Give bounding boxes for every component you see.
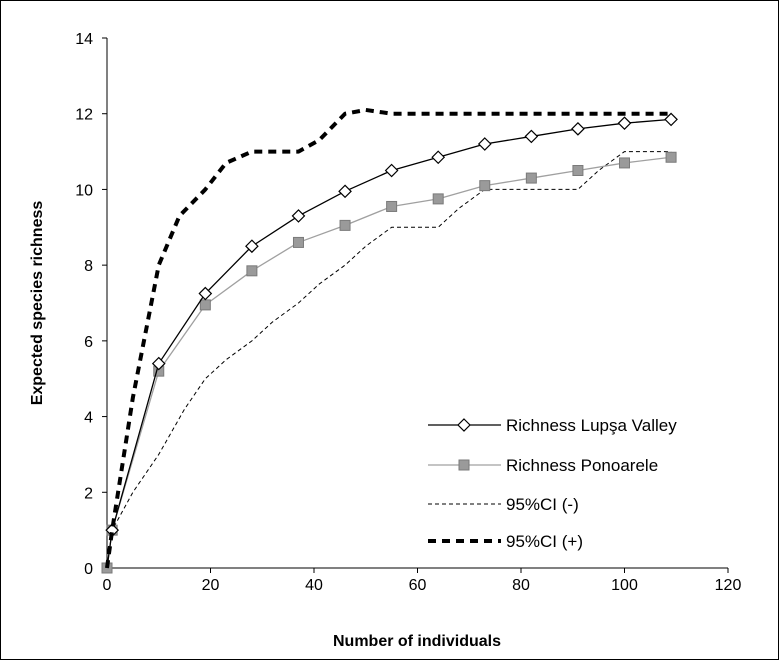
y-tick-label: 0 bbox=[84, 561, 93, 578]
ticks: 0 20 40 60 80 100 120 0 2 4 6 8 10 12 14 bbox=[75, 31, 741, 594]
x-tick-label: 0 bbox=[103, 577, 112, 594]
data-point-marker bbox=[291, 209, 306, 223]
data-point-marker bbox=[619, 157, 630, 169]
data-point-marker bbox=[525, 172, 537, 184]
legend-label: Richness Lupşa Valley bbox=[506, 416, 677, 435]
data-point-marker bbox=[151, 356, 166, 371]
x-tick-label: 20 bbox=[202, 577, 220, 594]
legend-marker bbox=[457, 418, 471, 432]
x-tick-label: 100 bbox=[611, 577, 638, 594]
series-0 bbox=[105, 112, 678, 569]
legend-label: Richness Ponoarele bbox=[506, 456, 658, 475]
data-point-marker bbox=[245, 239, 259, 254]
legend-marker bbox=[458, 459, 470, 471]
legend-item: 95%CI (-) bbox=[428, 495, 579, 514]
y-tick-label: 14 bbox=[75, 31, 93, 48]
data-point-marker bbox=[432, 193, 444, 205]
data-point-marker bbox=[665, 151, 677, 163]
data-point-marker bbox=[338, 184, 352, 199]
data-point-marker bbox=[246, 265, 258, 277]
series-3 bbox=[105, 107, 672, 569]
y-tick-label: 4 bbox=[84, 410, 93, 427]
series-line bbox=[106, 156, 672, 569]
data-point-marker bbox=[571, 122, 585, 136]
data-point-marker bbox=[524, 129, 539, 144]
series-line bbox=[106, 118, 672, 569]
y-tick-label: 6 bbox=[84, 334, 93, 351]
data-point-marker bbox=[198, 286, 213, 301]
x-tick-label: 120 bbox=[715, 577, 742, 594]
legend-item: Richness Lupşa Valley bbox=[428, 416, 677, 435]
legend-item: 95%CI (+) bbox=[428, 532, 583, 551]
data-point-marker bbox=[199, 299, 211, 311]
legend: Richness Lupşa Valley Richness Ponoarele 9… bbox=[428, 416, 677, 551]
data-point-marker bbox=[664, 112, 678, 127]
data-point-marker bbox=[479, 180, 491, 192]
y-tick-label: 8 bbox=[84, 258, 93, 275]
data-point-marker bbox=[572, 165, 584, 176]
data-point-marker bbox=[292, 236, 304, 248]
series-line bbox=[106, 151, 672, 569]
series-2 bbox=[106, 151, 672, 569]
series-layer bbox=[101, 107, 678, 574]
x-tick-label: 60 bbox=[409, 577, 427, 594]
y-tick-label: 2 bbox=[84, 485, 93, 502]
series-line bbox=[105, 107, 672, 569]
x-tick-label: 40 bbox=[305, 577, 323, 594]
y-axis-title: Expected species richness bbox=[29, 201, 46, 406]
x-tick-label: 80 bbox=[512, 577, 530, 594]
series-1 bbox=[101, 151, 677, 574]
legend-label: 95%CI (+) bbox=[506, 532, 583, 551]
x-axis-title: Number of individuals bbox=[333, 633, 501, 650]
data-point-marker bbox=[431, 150, 446, 165]
y-tick-label: 12 bbox=[75, 107, 93, 124]
legend-label: 95%CI (-) bbox=[506, 495, 579, 514]
legend-item: Richness Ponoarele bbox=[428, 456, 658, 475]
y-tick-label: 10 bbox=[75, 182, 93, 199]
data-point-marker bbox=[477, 137, 492, 151]
data-point-marker bbox=[617, 116, 632, 131]
data-point-marker bbox=[386, 200, 398, 212]
data-point-marker bbox=[384, 163, 399, 178]
data-point-marker bbox=[339, 219, 351, 231]
